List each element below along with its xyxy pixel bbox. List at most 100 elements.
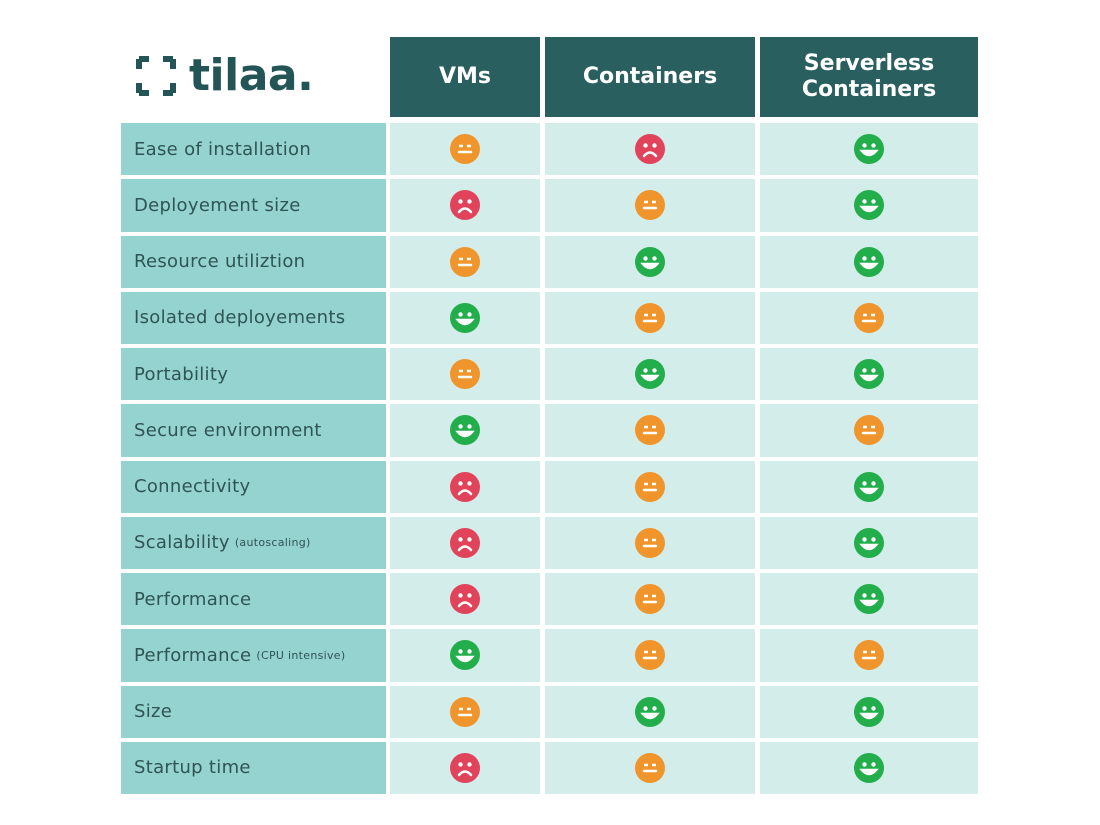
rating-cell — [760, 573, 978, 626]
rating-cell — [390, 123, 540, 176]
row-label-text: Connectivity — [134, 476, 251, 498]
rating-cell — [390, 516, 540, 569]
row-label: Deployement size — [121, 179, 386, 232]
rating-neutral — [450, 359, 480, 390]
row-label-text: Portability — [134, 363, 229, 385]
row-label-note: (autoscaling) — [234, 536, 311, 550]
row-label-text: Resource utiliztion — [134, 251, 306, 273]
rating-bad — [450, 752, 480, 783]
row-label-text: Deployement size — [134, 194, 301, 216]
rating-cell — [760, 123, 978, 176]
row-label: Size — [121, 685, 386, 738]
rating-neutral — [635, 752, 665, 783]
rating-neutral — [635, 302, 665, 333]
rating-cell — [760, 685, 978, 738]
rating-neutral — [635, 584, 665, 615]
row-label-text: Performance — [134, 588, 252, 610]
rating-cell — [390, 235, 540, 288]
row-label: Performance (CPU intensive) — [121, 629, 386, 682]
rating-cell — [390, 460, 540, 513]
rating-cell — [760, 235, 978, 288]
rating-cell — [545, 573, 755, 626]
row-label: Scalability (autoscaling) — [121, 516, 386, 569]
column-header-text: Containers — [582, 64, 718, 89]
rating-good — [854, 752, 884, 783]
rating-bad — [450, 190, 480, 221]
rating-cell — [545, 685, 755, 738]
rating-cell — [390, 179, 540, 232]
row-label: Startup time — [121, 741, 386, 794]
rating-good — [854, 359, 884, 390]
rating-cell — [390, 291, 540, 344]
rating-cell — [760, 179, 978, 232]
row-label-text: Scalability — [134, 532, 230, 554]
rating-neutral — [450, 696, 480, 727]
rating-cell — [545, 741, 755, 794]
rating-cell — [390, 573, 540, 626]
rating-good — [450, 415, 480, 446]
rating-bad — [450, 584, 480, 615]
rating-cell — [760, 348, 978, 401]
rating-good — [854, 584, 884, 615]
rating-cell — [760, 404, 978, 457]
rating-cell — [545, 123, 755, 176]
logo-text: tilaa. — [189, 50, 314, 101]
row-label: Ease of installation — [121, 123, 386, 176]
logo-icon — [136, 55, 176, 96]
rating-good — [854, 527, 884, 558]
row-label: Portability — [121, 348, 386, 401]
rating-bad — [450, 471, 480, 502]
rating-cell — [545, 179, 755, 232]
row-label-text: Startup time — [134, 757, 251, 779]
column-header-text: VMs — [438, 64, 491, 89]
rating-neutral — [854, 302, 884, 333]
rating-cell — [390, 629, 540, 682]
rating-cell — [545, 516, 755, 569]
rating-bad — [635, 134, 665, 165]
rating-good — [854, 190, 884, 221]
rating-neutral — [450, 134, 480, 165]
rating-cell — [545, 460, 755, 513]
rating-neutral — [854, 640, 884, 671]
rating-good — [854, 134, 884, 165]
rating-good — [450, 302, 480, 333]
rating-neutral — [450, 246, 480, 277]
rating-bad — [450, 527, 480, 558]
column-header: Serverless Containers — [760, 37, 978, 117]
row-label: Isolated deployements — [121, 291, 386, 344]
row-label-text: Size — [134, 701, 173, 723]
rating-cell — [545, 348, 755, 401]
rating-cell — [760, 460, 978, 513]
rating-cell — [760, 291, 978, 344]
row-label: Performance — [121, 573, 386, 626]
rating-good — [635, 246, 665, 277]
rating-neutral — [635, 527, 665, 558]
row-label-text: Ease of installation — [134, 138, 312, 160]
row-label: Secure environment — [121, 404, 386, 457]
rating-neutral — [635, 415, 665, 446]
rating-cell — [390, 685, 540, 738]
row-label: Resource utiliztion — [121, 235, 386, 288]
rating-cell — [545, 235, 755, 288]
rating-good — [854, 471, 884, 502]
rating-good — [635, 696, 665, 727]
rating-neutral — [635, 640, 665, 671]
rating-neutral — [635, 471, 665, 502]
rating-cell — [390, 348, 540, 401]
row-label-text: Secure environment — [134, 419, 322, 441]
rating-cell — [760, 741, 978, 794]
rating-cell — [545, 629, 755, 682]
rating-cell — [545, 291, 755, 344]
rating-good — [635, 359, 665, 390]
rating-cell — [390, 404, 540, 457]
column-header: VMs — [390, 37, 540, 117]
rating-good — [854, 246, 884, 277]
row-label-text: Isolated deployements — [134, 307, 346, 329]
row-label-note: (CPU intensive) — [256, 648, 346, 662]
logo: tilaa. — [135, 50, 314, 101]
column-header: Containers — [545, 37, 755, 117]
row-label-text: Performance — [134, 644, 252, 666]
rating-cell — [760, 516, 978, 569]
rating-cell — [390, 741, 540, 794]
